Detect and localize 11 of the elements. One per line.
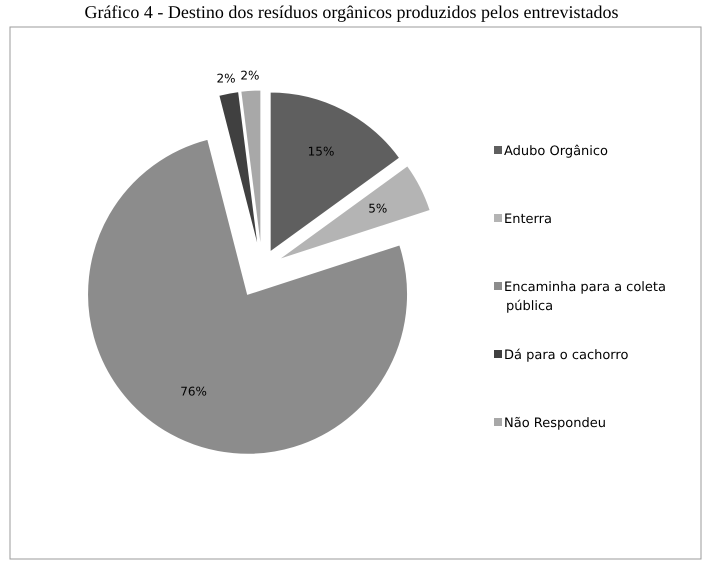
data-label: 15% — [308, 144, 334, 158]
legend-label: Adubo Orgânico — [504, 144, 608, 159]
legend-label: Dá para o cachorro — [504, 348, 628, 363]
legend-label: Encaminha para a coleta pública — [504, 280, 666, 314]
data-label: 76% — [180, 384, 207, 399]
chart-title: Gráfico 4 - Destino dos resíduos orgânicos produzidos pelos entrevistados — [84, 2, 619, 22]
legend-label: Não Respondeu — [504, 416, 606, 431]
legend-label: Enterra — [504, 212, 552, 227]
data-label: 5% — [368, 201, 388, 216]
data-label: 2% — [216, 72, 236, 86]
data-label: 2% — [240, 68, 260, 83]
